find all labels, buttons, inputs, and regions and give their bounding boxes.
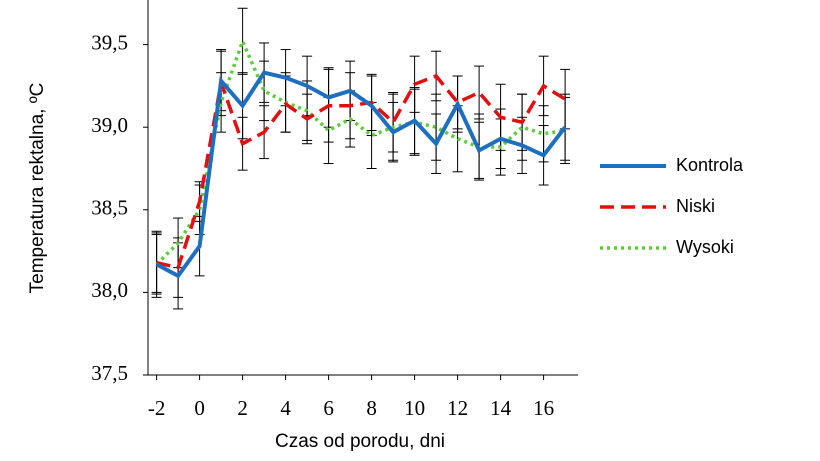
x-tick-label: 0 [194, 396, 205, 420]
series-line [156, 73, 567, 270]
y-tick-label: 38,5 [91, 196, 128, 220]
x-tick-label: 8 [366, 396, 377, 420]
x-axis-title: Czas od porodu, dni [275, 431, 445, 452]
legend-label: Kontrola [676, 155, 744, 175]
x-tick-label: 12 [447, 396, 468, 420]
error-bar [517, 93, 528, 161]
y-tick-label: 38,0 [91, 278, 128, 302]
legend-label: Niski [676, 196, 715, 216]
legend-label: Wysoki [676, 237, 734, 257]
x-tick-label: 14 [490, 396, 512, 420]
y-tick-label: 37,5 [91, 361, 128, 385]
y-tick-label: 39,0 [91, 113, 128, 137]
error-bar [431, 93, 442, 161]
x-tick-label: 2 [237, 396, 248, 420]
series-line [155, 70, 567, 279]
x-tick-label: -2 [148, 396, 166, 420]
x-tick-label: 16 [533, 396, 554, 420]
x-tick-label: 6 [323, 396, 334, 420]
series-line [155, 36, 566, 266]
error-bar [474, 65, 485, 120]
x-tick-label: 4 [280, 396, 291, 420]
x-tick-label: 10 [404, 396, 425, 420]
y-axis-title: Temperatura rektalna, ºC [27, 83, 48, 294]
y-tick-label: 39,5 [91, 30, 128, 54]
error-bar [237, 7, 248, 75]
